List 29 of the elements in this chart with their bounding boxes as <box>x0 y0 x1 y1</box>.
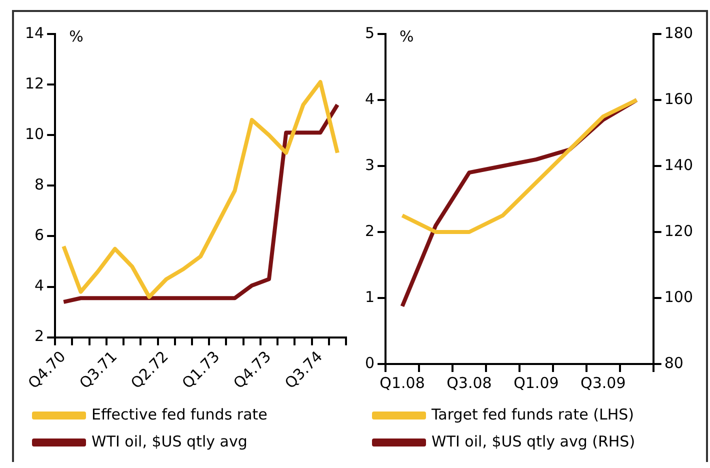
y-tick-label: 2 <box>364 222 375 240</box>
y-tick-label: 10 <box>24 124 44 143</box>
y2-tick-label: 180 <box>664 24 694 42</box>
y2-tick-label: 80 <box>664 354 684 372</box>
x-tick-label: Q3.08 <box>446 374 492 392</box>
y-tick-label: 8 <box>34 176 44 194</box>
x-tick-label: Q1.08 <box>380 374 425 392</box>
y2-tick-label: 100 <box>664 288 694 306</box>
legend-label: WTI oil, $US qtly avg (RHS) <box>432 432 636 450</box>
y-axis-title: % <box>400 27 414 46</box>
legend-label: Target fed funds rate (LHS) <box>430 405 634 424</box>
y-tick-label: 3 <box>364 156 375 174</box>
y-tick-label: 12 <box>24 74 44 92</box>
x-tick-label: Q3.09 <box>580 374 626 392</box>
y-tick-label: 5 <box>364 24 375 42</box>
legend-label: Effective fed funds rate <box>92 405 268 424</box>
y-axis-title: % <box>69 27 84 46</box>
y-tick-label: 1 <box>364 288 375 306</box>
y-tick-label: 14 <box>24 24 44 42</box>
x-tick-label: Q1.09 <box>514 374 559 392</box>
y-tick-label: 4 <box>364 90 375 108</box>
y-tick-label: 2 <box>34 327 44 346</box>
y2-tick-label: 160 <box>664 90 694 108</box>
y-tick-label: 6 <box>34 226 44 244</box>
y-tick-label: 4 <box>34 276 44 295</box>
y-tick-label: 0 <box>364 354 375 372</box>
y2-tick-label: 120 <box>664 222 694 240</box>
legend-label: WTI oil, $US qtly avg <box>92 432 248 450</box>
y2-tick-label: 140 <box>664 156 694 174</box>
